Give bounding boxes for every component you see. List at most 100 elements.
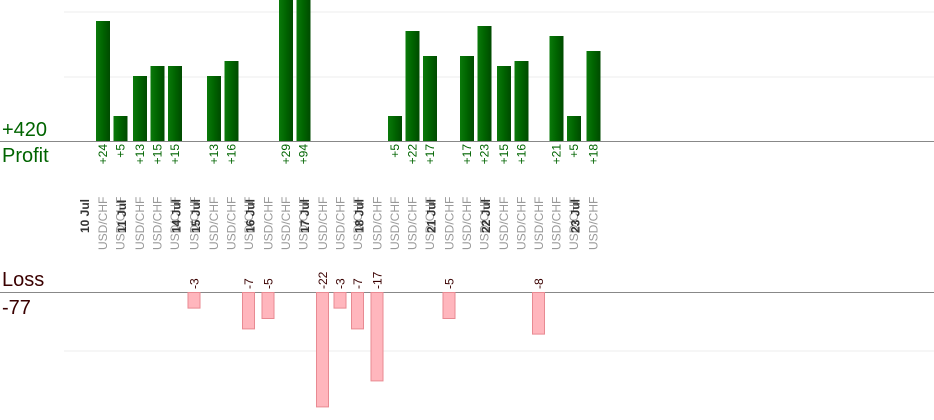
profit-value-label: +13 [133,144,147,165]
profit-value-label: +17 [460,144,474,165]
symbol-tick-label: USD/CHF [532,197,546,250]
date-tick-label: 17 Jul [298,199,312,233]
symbol-tick-label: USD/CHF [443,197,457,250]
loss-bar [333,292,347,309]
loss-bar [242,292,255,330]
profit-label: Profit [2,145,49,167]
symbol-tick-label: USD/CHF [114,197,128,250]
profit-bar [586,51,601,141]
symbol-tick-label: USD/CHF [406,197,420,250]
date-tick-label: 18 Jul [353,199,367,233]
profit-bar [497,66,511,141]
symbol-tick-label: USD/CHF [388,197,402,250]
symbol-tick-label: USD/CHF [316,197,330,250]
profit-value-label: +29 [279,144,293,165]
loss-value-label: -8 [532,278,546,289]
loss-bar [370,292,384,382]
profit-bar [477,26,492,141]
loss-value-label: -5 [443,278,457,289]
symbol-tick-label: USD/CHF [587,197,601,250]
profit-bar [549,36,564,141]
symbol-tick-label: USD/CHF [550,197,564,250]
profit-bar [113,116,128,141]
profit-value-label: +15 [151,144,165,165]
profit-bar [405,31,420,141]
profit-bar [460,56,474,141]
symbol-tick-label: USD/CHF [242,197,256,250]
symbol-tick-label: USD/CHF [497,197,511,250]
date-tick-label: 14 Jul [170,199,184,233]
profit-value-label: +18 [587,144,601,165]
profit-bar [96,21,110,141]
profit-value-label: +17 [423,144,437,165]
profit-value-label: +5 [567,144,581,158]
profit-bar [150,66,165,141]
symbol-tick-label: USD/CHF [478,197,492,250]
loss-value-label: -7 [351,278,365,289]
profit-bar [567,116,581,141]
profit-value-label: +15 [168,144,182,165]
profit-bar [133,76,147,141]
loss-value-label: -3 [334,278,348,289]
profit-value-label: +94 [297,144,311,165]
profit-value-label: +24 [96,144,110,165]
profit-bar [207,76,221,141]
profit-value-label: +5 [114,144,128,158]
symbol-tick-label: USD/CHF [279,197,293,250]
symbol-tick-label: USD/CHF [460,197,474,250]
date-tick-label: 11 Jul [115,200,129,233]
symbol-tick-label: USD/CHF [207,197,221,250]
profit-value-label: +16 [515,144,529,165]
symbol-tick-label: USD/CHF [151,197,165,250]
symbol-tick-label: USD/CHF [168,197,182,250]
symbol-tick-label: USD/CHF [188,197,202,250]
symbol-tick-label: USD/CHF [334,197,348,250]
profit-value-label: +15 [497,144,511,165]
loss-value-label: -17 [371,271,385,289]
symbol-tick-label: USD/CHF [351,197,365,250]
date-tick-label: 15 Jul [189,199,203,233]
symbol-tick-label: USD/CHF [96,197,110,250]
loss-label: Loss [2,269,45,291]
profit-value-label: +5 [388,144,402,158]
symbol-tick-label: USD/CHF [297,197,311,250]
profit-value-label: +21 [550,144,564,165]
loss-value-label: -7 [242,278,256,289]
profit-bar [224,61,239,141]
date-tick-label: 21 Jul [425,199,439,233]
loss-bar [351,292,364,330]
symbol-tick-label: USD/CHF [133,197,147,250]
loss-value-label: -5 [262,278,276,289]
date-tick-label: 23 Jul [569,199,583,233]
profit-value-label: +16 [225,144,239,165]
profit-bar [296,0,311,141]
profit-bar [168,66,182,141]
loss-bar [261,292,275,319]
symbol-tick-label: USD/CHF [423,197,437,250]
loss-value-label: -3 [188,278,202,289]
loss-total: -77 [2,297,31,319]
date-tick-label: 10 Jul [78,199,92,233]
symbol-tick-label: USD/CHF [225,197,239,250]
symbol-tick-label: USD/CHF [567,197,581,250]
profit-value-label: +23 [478,144,492,165]
profit-bar [388,116,402,141]
symbol-tick-label: USD/CHF [262,197,276,250]
profit-total: +420 [2,119,48,141]
profit-bar [423,56,437,141]
loss-bar [187,292,201,309]
loss-bar [442,292,456,319]
loss-value-label: -22 [316,271,330,289]
profit-value-label: +13 [207,144,221,165]
date-tick-label: 16 Jul [244,199,258,233]
loss-bar [316,292,329,408]
loss-bar [532,292,545,335]
profit-bar [514,61,529,141]
profit-value-label: +22 [406,144,420,165]
symbol-tick-label: USD/CHF [515,197,529,250]
symbol-tick-label: USD/CHF [371,197,385,250]
date-tick-label: 22 Jul [479,199,493,233]
chart-bars [96,0,601,408]
